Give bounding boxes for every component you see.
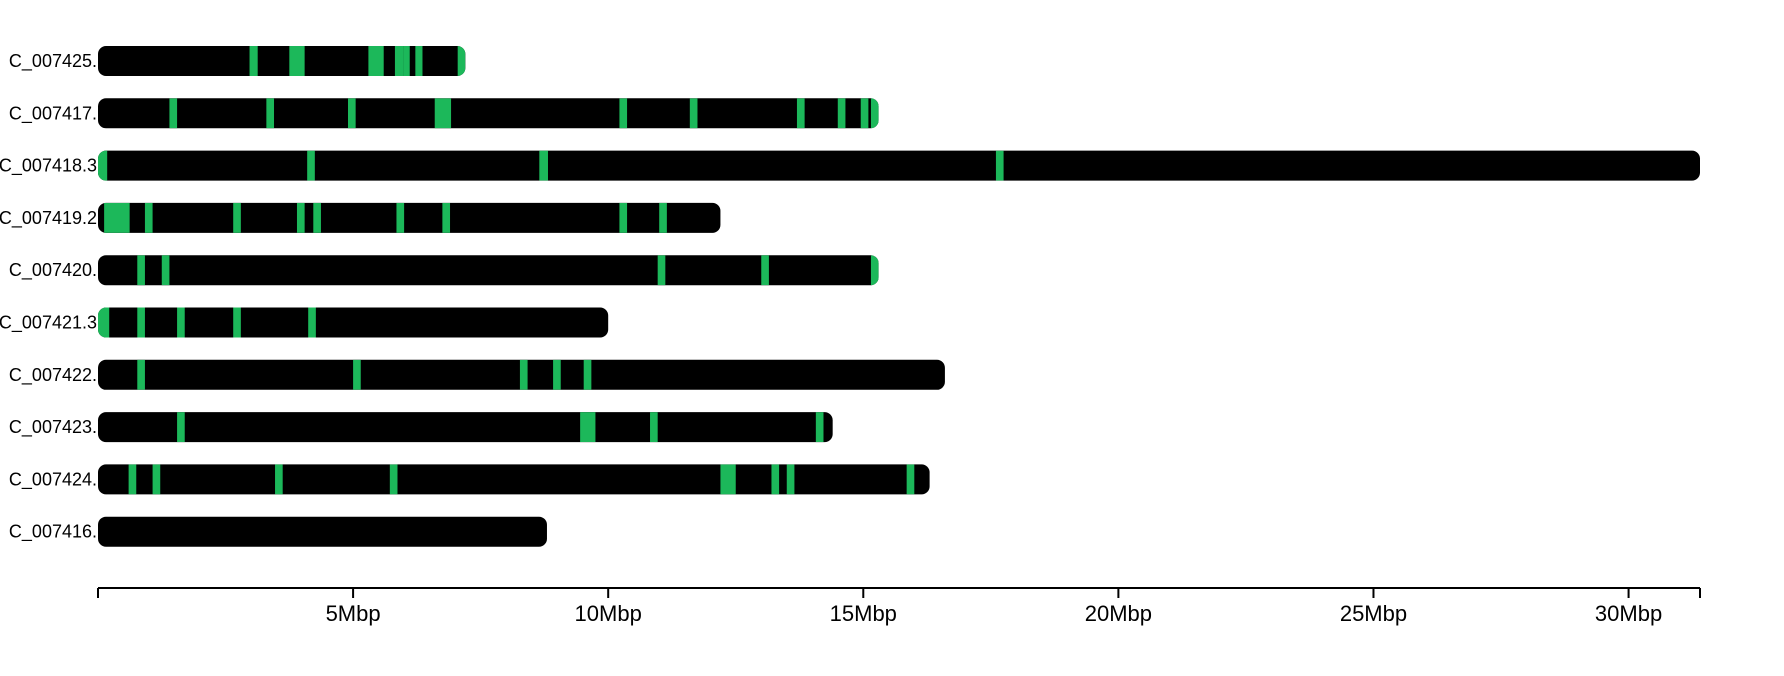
- feature-band[interactable]: [128, 464, 137, 495]
- feature-band[interactable]: [771, 464, 780, 495]
- chromosome-label: C_007422.: [9, 365, 97, 386]
- chromosome-bar[interactable]: [98, 255, 879, 286]
- chromosome-bar[interactable]: [98, 516, 547, 547]
- feature-band[interactable]: [689, 98, 698, 129]
- feature-band[interactable]: [177, 307, 185, 338]
- chromosome-track: C_007419.2: [0, 202, 721, 233]
- feature-band[interactable]: [307, 150, 315, 181]
- chromosome-bar[interactable]: [98, 464, 930, 495]
- chromosome-label: C_007425.: [9, 51, 97, 72]
- feature-band[interactable]: [403, 46, 410, 76]
- chromosome-track: C_007417.: [9, 98, 879, 129]
- chromosome-track: C_007425.: [9, 46, 466, 76]
- feature-band[interactable]: [104, 202, 130, 233]
- feature-band[interactable]: [161, 255, 170, 286]
- feature-band[interactable]: [137, 255, 145, 286]
- feature-band[interactable]: [995, 150, 1004, 181]
- feature-band[interactable]: [720, 464, 736, 495]
- chromosome-track: C_007423.: [9, 412, 833, 443]
- feature-band[interactable]: [98, 307, 110, 338]
- feature-band[interactable]: [233, 202, 241, 233]
- chromosome-label: C_007417.: [9, 103, 97, 124]
- x-axis-tick-label: 25Mbp: [1340, 601, 1407, 626]
- feature-band[interactable]: [296, 202, 305, 233]
- x-axis-tick-label: 15Mbp: [830, 601, 897, 626]
- feature-band[interactable]: [249, 46, 258, 76]
- feature-band[interactable]: [860, 98, 869, 129]
- chromosome-track: C_007416.: [9, 516, 547, 547]
- feature-band[interactable]: [347, 98, 356, 129]
- feature-band[interactable]: [583, 359, 592, 390]
- feature-band[interactable]: [442, 202, 451, 233]
- chromosome-bar[interactable]: [98, 98, 879, 129]
- feature-band[interactable]: [169, 98, 178, 129]
- feature-band[interactable]: [389, 464, 398, 495]
- feature-band[interactable]: [266, 98, 275, 129]
- feature-band[interactable]: [580, 412, 596, 443]
- feature-band[interactable]: [796, 98, 805, 129]
- feature-band[interactable]: [657, 255, 666, 286]
- feature-band[interactable]: [519, 359, 528, 390]
- feature-band[interactable]: [275, 464, 283, 495]
- feature-band[interactable]: [396, 202, 405, 233]
- chromosome-bar[interactable]: [98, 307, 609, 338]
- feature-band[interactable]: [659, 202, 667, 233]
- feature-band[interactable]: [906, 464, 915, 495]
- chromosome-label: C_007423.: [9, 417, 97, 438]
- feature-band[interactable]: [98, 150, 108, 181]
- chromosome-bar[interactable]: [98, 46, 466, 76]
- x-axis-tick-label: 20Mbp: [1085, 601, 1152, 626]
- chromosome-track: C_007420.: [9, 255, 879, 286]
- feature-band[interactable]: [870, 255, 879, 286]
- chromosome-label: C_007420.: [9, 260, 97, 281]
- feature-band[interactable]: [394, 46, 404, 76]
- chromosome-label: C_007418.3: [0, 156, 97, 177]
- x-axis: 5Mbp 10Mbp 15Mbp 20Mbp 25Mbp 30Mbp: [97, 587, 1701, 626]
- chromosome-track: C_007422.: [9, 359, 945, 390]
- chromosome-track: C_007421.3: [0, 307, 609, 338]
- chromosome-label: C_007416.: [9, 522, 97, 543]
- chromosome-label: C_007421.3: [0, 313, 97, 334]
- chromosome-track: C_007418.3: [0, 150, 1700, 181]
- chromosome-track: C_007424.: [9, 464, 930, 495]
- feature-band[interactable]: [815, 412, 824, 443]
- feature-band[interactable]: [415, 46, 423, 76]
- chromosome-bar[interactable]: [98, 412, 833, 443]
- feature-band[interactable]: [434, 98, 452, 129]
- feature-band[interactable]: [650, 412, 658, 443]
- feature-band[interactable]: [761, 255, 769, 286]
- chromosome-label: C_007419.2: [0, 208, 97, 229]
- chromosome-bar[interactable]: [98, 202, 721, 233]
- feature-band[interactable]: [137, 359, 145, 390]
- feature-band[interactable]: [619, 202, 628, 233]
- feature-band[interactable]: [553, 359, 561, 390]
- feature-band[interactable]: [137, 307, 145, 338]
- feature-band[interactable]: [152, 464, 161, 495]
- x-axis-tick-label: 30Mbp: [1595, 601, 1662, 626]
- chromosome-bar[interactable]: [98, 150, 1700, 181]
- chromosome-label: C_007424.: [9, 469, 97, 490]
- feature-band[interactable]: [289, 46, 305, 76]
- feature-band[interactable]: [870, 98, 879, 129]
- feature-band[interactable]: [144, 202, 153, 233]
- feature-band[interactable]: [619, 98, 628, 129]
- feature-band[interactable]: [539, 150, 548, 181]
- feature-band[interactable]: [837, 98, 846, 129]
- chromosome-tracks: C_007425. C_007417. C_007418.3 C_007419.2 C_…: [0, 46, 1700, 547]
- feature-band[interactable]: [786, 464, 795, 495]
- feature-band[interactable]: [457, 46, 466, 76]
- feature-band[interactable]: [233, 307, 241, 338]
- feature-band[interactable]: [353, 359, 361, 390]
- x-axis-tick-label: 10Mbp: [575, 601, 642, 626]
- feature-band[interactable]: [177, 412, 185, 443]
- feature-band[interactable]: [313, 202, 321, 233]
- feature-band[interactable]: [308, 307, 316, 338]
- feature-band[interactable]: [368, 46, 384, 76]
- x-axis-tick-label: 5Mbp: [326, 601, 381, 626]
